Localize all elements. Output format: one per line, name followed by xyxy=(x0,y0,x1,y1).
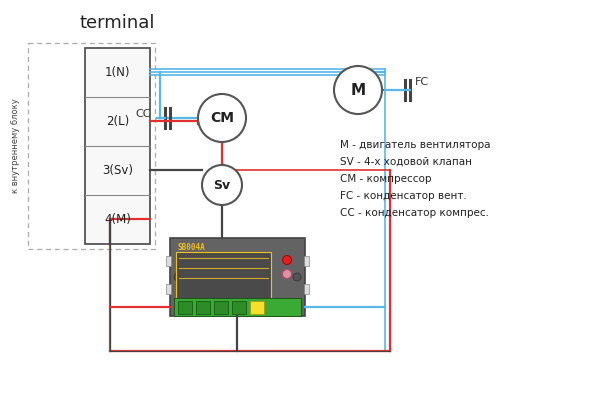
Text: CM: CM xyxy=(210,111,234,125)
Text: M: M xyxy=(350,82,365,97)
Text: 1(N): 1(N) xyxy=(105,66,130,79)
Circle shape xyxy=(202,165,242,205)
FancyBboxPatch shape xyxy=(196,301,210,314)
Text: SB004A: SB004A xyxy=(178,243,206,252)
FancyBboxPatch shape xyxy=(85,48,150,244)
Text: CC: CC xyxy=(135,109,150,119)
Text: М - двигатель вентилятора: М - двигатель вентилятора xyxy=(340,140,490,150)
FancyBboxPatch shape xyxy=(166,284,171,294)
FancyBboxPatch shape xyxy=(174,298,301,316)
Circle shape xyxy=(198,94,246,142)
Circle shape xyxy=(282,255,291,264)
Text: FC - конденсатор вент.: FC - конденсатор вент. xyxy=(340,191,467,201)
FancyBboxPatch shape xyxy=(178,301,192,314)
FancyBboxPatch shape xyxy=(304,284,309,294)
FancyBboxPatch shape xyxy=(170,238,305,316)
Circle shape xyxy=(293,273,301,281)
Text: SV - 4-х ходовой клапан: SV - 4-х ходовой клапан xyxy=(340,157,472,167)
Circle shape xyxy=(282,269,291,279)
Text: FC: FC xyxy=(415,77,429,87)
FancyBboxPatch shape xyxy=(176,252,271,300)
Text: 3(Sv): 3(Sv) xyxy=(102,164,133,177)
FancyBboxPatch shape xyxy=(250,301,264,314)
FancyBboxPatch shape xyxy=(304,256,309,266)
Text: CM - компрессор: CM - компрессор xyxy=(340,174,431,184)
Text: к внутреннему блоку: к внутреннему блоку xyxy=(12,98,21,193)
FancyBboxPatch shape xyxy=(214,301,228,314)
FancyBboxPatch shape xyxy=(232,301,246,314)
FancyBboxPatch shape xyxy=(166,256,171,266)
Text: Sv: Sv xyxy=(213,178,230,191)
Circle shape xyxy=(174,273,182,281)
Text: terminal: terminal xyxy=(80,14,156,32)
Text: CC - конденсатор компрес.: CC - конденсатор компрес. xyxy=(340,208,489,218)
Text: 4(M): 4(M) xyxy=(104,213,131,226)
Text: 2(L): 2(L) xyxy=(106,115,129,128)
Circle shape xyxy=(334,66,382,114)
